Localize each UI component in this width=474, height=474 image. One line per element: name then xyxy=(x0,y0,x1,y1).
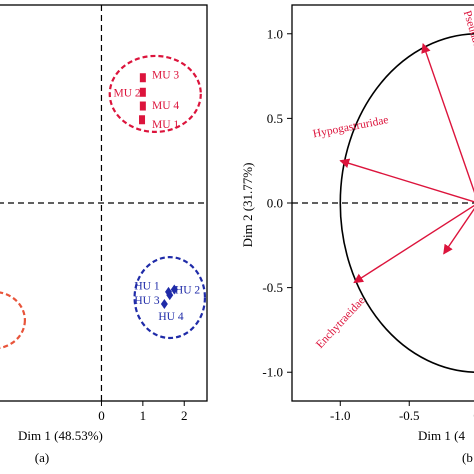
panel-b-vector-label: Enchytraeidae xyxy=(314,295,368,351)
panel-b-vector-enchytraeidae xyxy=(353,204,474,284)
panel-a-point-label: HU 4 xyxy=(158,311,183,323)
panel-a-frame xyxy=(0,4,208,402)
panel-b-xlabel: Dim 1 (4 xyxy=(418,428,465,443)
panel-b-plot-area: PseudachorutidaeHypogastruridaeEnchytrae… xyxy=(292,9,474,373)
panel-a-point-hu-2 xyxy=(170,284,178,295)
panel-a-point-mu-2 xyxy=(139,87,146,97)
panel-b-vector-unlabeled xyxy=(443,207,474,255)
panel-a-point-hu-3 xyxy=(166,290,174,301)
panel-a-scatter: 0 1 2 MU 3 MU 2 MU 4 MU 1 HU 1 HU 2 HU 3 HU 4 Dim … xyxy=(0,4,208,465)
panel-b-vector-pseudachorutidae xyxy=(421,42,474,194)
panel-a-xlabel: Dim 1 (48.53%) xyxy=(18,428,103,443)
panel-b-label: (b xyxy=(462,450,473,465)
panel-b-y-tick-label: 1.0 xyxy=(267,26,283,41)
panel-b-y-tick-label: 0.0 xyxy=(267,196,283,211)
panel-a-point-mu-1 xyxy=(139,115,146,125)
panel-b-marks: PseudachorutidaeHypogastruridaeEnchytrae… xyxy=(262,9,474,423)
panel-a-x-tick-label: 0 xyxy=(98,408,105,423)
panel-a-point-mu-3 xyxy=(139,73,146,83)
panel-a-unnamed-group-ellipse xyxy=(0,291,26,350)
panel-a-point-hu-4 xyxy=(160,299,168,310)
panel-a-x-tick-label: 2 xyxy=(181,408,188,423)
panel-a-mu-group-ellipse xyxy=(108,54,202,133)
panel-a-hu-group-ellipse xyxy=(133,256,207,340)
panel-a-point-label: MU 2 xyxy=(114,87,141,99)
panel-a-x-tick-label: 1 xyxy=(140,408,147,423)
panel-a-point-label: MU 1 xyxy=(152,119,179,131)
panel-a-point-label: MU 4 xyxy=(152,100,179,112)
panel-b-vector-label: Pseudachorutidae xyxy=(461,9,474,90)
panel-b-vector-hypogastruridae xyxy=(339,158,474,203)
panel-b-y-tick-label: -1.0 xyxy=(262,365,283,380)
panel-a-marks: 0 1 2 MU 3 MU 2 MU 4 MU 1 HU 1 HU 2 HU 3 HU 4 xyxy=(0,5,207,423)
panel-b-x-tick-label: -1.0 xyxy=(330,408,351,423)
panel-b-y-tick-label: -0.5 xyxy=(262,280,283,295)
panel-a-label: (a) xyxy=(35,450,49,465)
panel-a-point-label: HU 1 xyxy=(134,280,159,292)
panel-b-x-tick-label: -0.5 xyxy=(399,408,420,423)
panel-b-biplot: PseudachorutidaeHypogastruridaeEnchytrae… xyxy=(240,4,474,465)
panel-a-point-mu-4 xyxy=(139,101,146,111)
panel-a-point-label: MU 3 xyxy=(152,70,179,82)
panel-a-point-label: HU 3 xyxy=(134,295,159,307)
panel-a-point-label: HU 2 xyxy=(175,284,200,296)
panel-b-y-tick-label: 0.5 xyxy=(267,111,283,126)
panel-b-ylabel: Dim 2 (31.77%) xyxy=(240,163,255,248)
panel-b-correlation-circle xyxy=(339,33,474,373)
